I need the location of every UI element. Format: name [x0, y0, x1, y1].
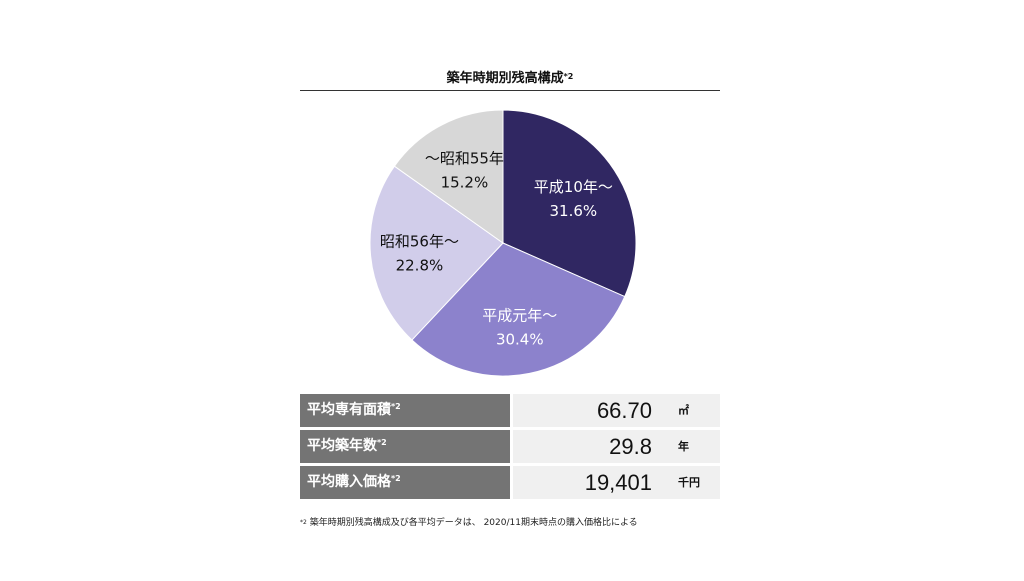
stat-label-age-text: 平均築年数 [307, 438, 377, 454]
stat-unit-area: ㎡ [678, 404, 689, 417]
stat-label-age-note: *2 [377, 438, 387, 447]
pie-slice-heisei1 [411, 242, 626, 377]
stat-value-cell-area: 66.70 ㎡ [513, 394, 720, 427]
slice-value-showa55: 15.2% [441, 173, 489, 191]
stat-value-area: 66.70 [596, 398, 652, 423]
pie-slice-showa56 [369, 165, 504, 341]
slice-value-heisei10: 31.6% [550, 202, 598, 220]
stat-label-price-text: 平均購入価格 [307, 474, 391, 490]
stat-label-area-note: *2 [391, 402, 401, 411]
stat-label-age: 平均築年数*2 [300, 430, 510, 463]
pie-slice-heisei10 [502, 109, 637, 298]
stat-row-area: 平均専有面積*2 66.70 ㎡ [300, 394, 720, 427]
footnote-mark: *2 [300, 519, 307, 526]
chart-title-note: *2 [563, 72, 574, 81]
slice-label-showa56: 昭和56年〜 [380, 232, 459, 250]
stat-label-price-note: *2 [391, 474, 401, 483]
slice-value-showa56: 22.8% [396, 256, 444, 274]
slice-label-heisei1: 平成元年〜 [482, 306, 557, 324]
slice-value-heisei1: 30.4% [496, 330, 544, 348]
stat-row-age: 平均築年数*2 29.8 年 [300, 430, 720, 463]
stat-label-price: 平均購入価格*2 [300, 466, 510, 499]
stat-label-area-text: 平均専有面積 [307, 402, 391, 418]
pie-slice-showa55 [393, 109, 504, 244]
stat-row-price: 平均購入価格*2 19,401 千円 [300, 466, 720, 499]
footnote: *2 築年時期別残高構成及び各平均データは、 2020/11期末時点の購入価格比… [300, 516, 730, 530]
stat-unit-price: 千円 [678, 476, 700, 489]
stat-value-cell-price: 19,401 千円 [513, 466, 720, 499]
stat-value-age: 29.8 [609, 434, 652, 459]
title-divider [300, 90, 720, 91]
slice-label-showa55: 〜昭和55年 [425, 149, 504, 167]
stat-value-cell-age: 29.8 年 [513, 430, 720, 463]
stat-unit-age: 年 [678, 440, 689, 453]
stat-label-area: 平均専有面積*2 [300, 394, 510, 427]
slice-label-heisei10: 平成10年〜 [534, 178, 613, 196]
chart-title-text: 築年時期別残高構成 [446, 71, 564, 86]
chart-title: 築年時期別残高構成*2 [300, 70, 720, 88]
stat-value-price: 19,401 [584, 470, 652, 495]
footnote-text: 築年時期別残高構成及び各平均データは、 2020/11期末時点の購入価格比による [309, 518, 638, 528]
